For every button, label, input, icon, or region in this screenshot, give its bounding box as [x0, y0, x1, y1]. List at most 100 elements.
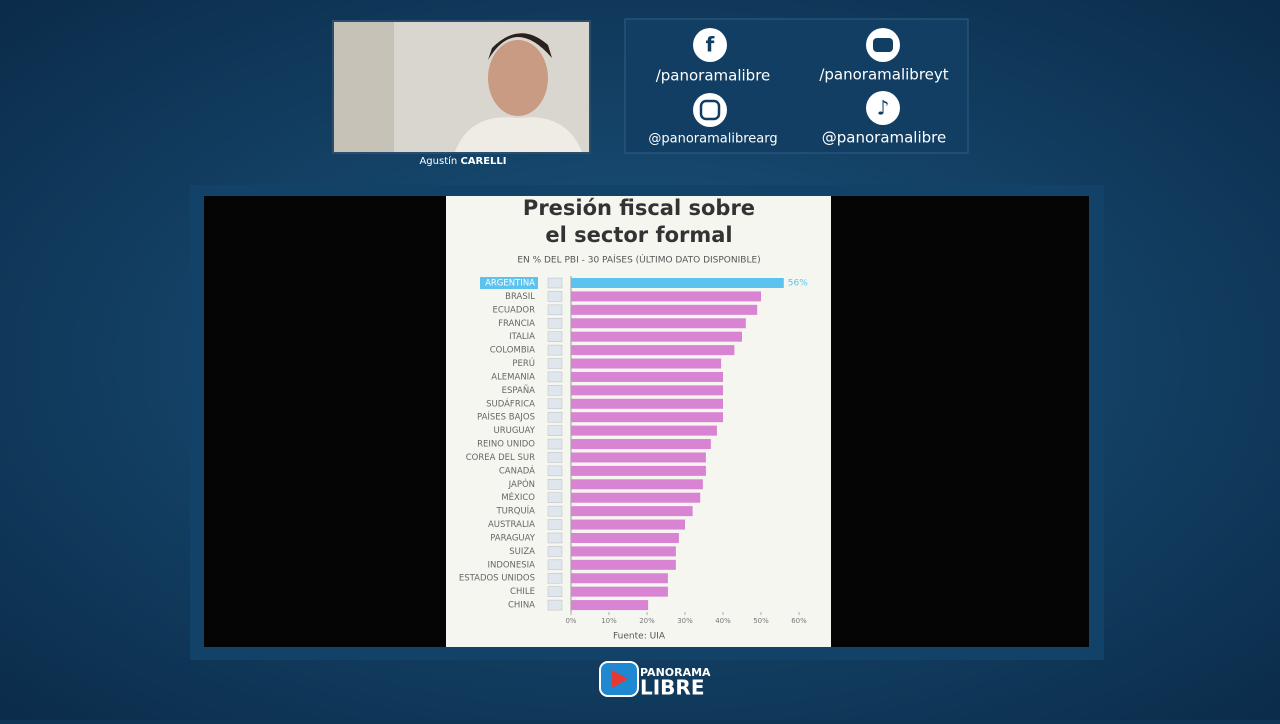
bar	[571, 371, 723, 382]
flag	[547, 291, 563, 302]
bar	[571, 546, 676, 557]
flag	[547, 492, 563, 503]
bar	[571, 439, 711, 450]
y-tick-label: PAÍSES BAJOS	[477, 411, 535, 423]
flag	[547, 344, 563, 356]
flag	[547, 505, 563, 517]
tiktok-icon	[866, 91, 900, 125]
tiktok-glyph: ♪	[877, 96, 890, 120]
bar	[571, 425, 717, 436]
flag	[547, 465, 563, 477]
youtube-handle: /panoramalibreyt	[819, 66, 948, 84]
y-tick-label: INDONESIA	[487, 560, 535, 570]
y-tick-label: REINO UNIDO	[477, 440, 535, 450]
y-tick-label: URUGUAY	[493, 426, 535, 436]
chart: Presión fiscal sobre el sector formal EN…	[459, 196, 808, 642]
flag	[547, 532, 563, 544]
bar	[571, 331, 742, 342]
presenter-first-name: Agustín	[419, 155, 457, 167]
bar	[571, 600, 649, 611]
y-tick-label: SUIZA	[509, 547, 535, 557]
bar	[571, 304, 758, 315]
logo-text-1: PANORAMA	[640, 666, 711, 679]
value-label: 56%	[788, 279, 808, 289]
presenter-last-name: CARELLI	[460, 156, 506, 167]
y-tick-label: ARGENTINA	[485, 279, 535, 289]
bar	[571, 479, 703, 490]
bar	[571, 412, 723, 423]
flag	[547, 385, 563, 396]
webcam-wall	[334, 22, 394, 152]
chart-title: Presión fiscal sobre	[523, 196, 755, 220]
logo-text-2: LIBRE	[640, 676, 705, 700]
flag	[547, 546, 563, 557]
flag	[547, 572, 563, 584]
flag	[547, 371, 563, 383]
flag	[547, 411, 563, 423]
flag	[547, 559, 563, 571]
bar	[571, 465, 706, 476]
x-tick-label: 20%	[639, 617, 655, 625]
x-tick-label: 60%	[791, 617, 807, 625]
y-tick-label: ESPAÑA	[502, 385, 536, 396]
facebook-glyph: f	[706, 33, 715, 57]
flag	[547, 398, 563, 410]
bar	[571, 506, 693, 517]
flag	[547, 358, 563, 369]
y-tick-label: TURQUÍA	[495, 505, 535, 517]
flag	[547, 519, 563, 530]
y-tick-label: JAPÓN	[508, 478, 535, 490]
y-tick-label: ALEMANIA	[491, 372, 535, 382]
y-tick-label: ECUADOR	[493, 305, 536, 315]
flag	[547, 586, 563, 597]
y-tick-label: ESTADOS UNIDOS	[459, 574, 535, 584]
x-tick-label: 30%	[677, 617, 693, 625]
y-tick-label: MÉXICO	[501, 491, 535, 503]
bar	[571, 573, 668, 584]
y-tick-label: COLOMBIA	[490, 346, 535, 356]
bar	[571, 398, 723, 409]
bar	[571, 291, 761, 302]
x-tick-label: 50%	[753, 617, 769, 625]
bar	[571, 519, 685, 530]
flag	[547, 479, 563, 490]
bar	[571, 586, 668, 597]
presenter-name: Agustín CARELLI	[419, 155, 506, 167]
y-tick-label: CHILE	[510, 587, 535, 597]
webcam-shirt	[455, 117, 582, 152]
bar	[571, 452, 706, 463]
facebook-icon	[693, 28, 727, 62]
bar	[571, 318, 746, 329]
flag	[547, 304, 563, 316]
y-tick-label: FRANCIA	[498, 319, 535, 329]
instagram-icon	[693, 93, 727, 127]
y-tick-label: BRASIL	[505, 292, 535, 302]
instagram-glyph	[699, 99, 721, 121]
webcam-face	[488, 40, 548, 116]
bar	[571, 385, 723, 396]
chart-source: Fuente: UIA	[613, 632, 666, 642]
bar	[571, 278, 784, 288]
flag	[547, 425, 563, 436]
instagram-handle: @panoramalibrearg	[648, 132, 777, 147]
flag	[547, 438, 563, 450]
bar	[571, 532, 679, 543]
webcam-hair	[488, 33, 552, 60]
bar	[571, 345, 735, 356]
bar	[571, 492, 701, 503]
x-tick-label: 40%	[715, 617, 731, 625]
tiktok-handle: @panoramalibre	[822, 129, 946, 147]
flag	[547, 318, 563, 329]
y-tick-label: PARAGUAY	[490, 533, 536, 543]
chart-subtitle: EN % DEL PBI - 30 PAÍSES (ÚLTIMO DATO DI…	[517, 254, 760, 266]
youtube-glyph	[873, 38, 893, 52]
y-tick-label: ITALIA	[509, 332, 535, 342]
x-tick-label: 0%	[565, 617, 576, 625]
y-tick-label: CANADÁ	[499, 464, 535, 476]
bar	[571, 358, 722, 369]
chart-title: el sector formal	[545, 223, 732, 247]
flag	[547, 599, 563, 611]
flag	[547, 277, 563, 289]
